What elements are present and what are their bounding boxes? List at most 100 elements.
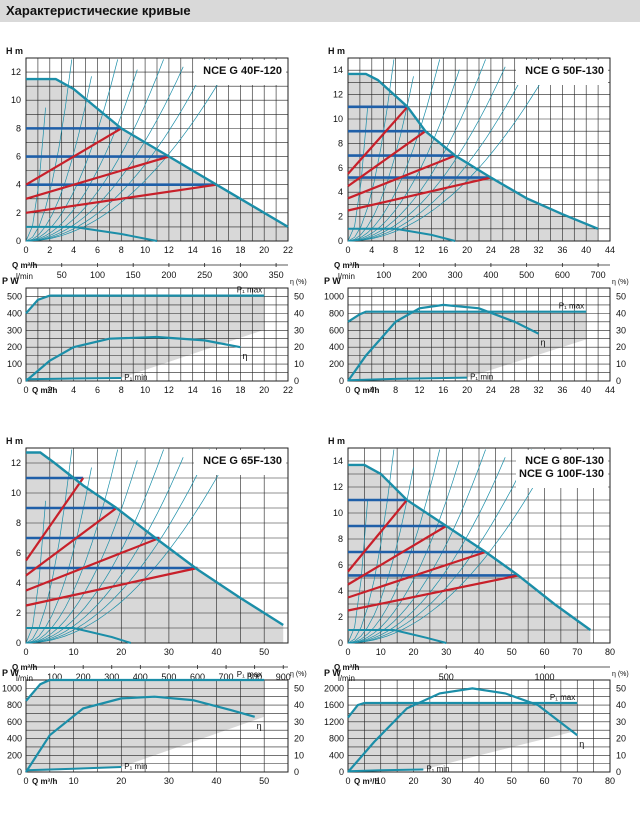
operating-region <box>348 464 591 643</box>
proportional-pressure-line <box>347 574 519 612</box>
proportional-pressure-line <box>347 525 447 586</box>
x-tick-label: 8 <box>119 245 124 255</box>
proportional-pressure-line <box>347 499 408 573</box>
proportional-pressure-line <box>347 106 409 175</box>
p-axis-label: P W <box>2 276 19 286</box>
eta-tick-label: 30 <box>616 717 626 727</box>
system-curve <box>347 59 441 242</box>
eta-tick-label: 40 <box>294 700 304 710</box>
flow-tick-label: 500 <box>519 270 534 280</box>
x-tick-label: 0 <box>345 647 350 657</box>
y-tick-label: 6 <box>16 152 21 162</box>
eta-tick-label: 20 <box>294 734 304 744</box>
x-tick-label: 2 <box>47 245 52 255</box>
p-tick-label: 1600 <box>324 700 344 710</box>
system-curve <box>25 107 46 242</box>
p1-max-curve <box>347 310 587 323</box>
x-tick-label: 18 <box>235 245 245 255</box>
min-speed-curve <box>348 227 456 242</box>
x-tick-label: 2 <box>47 385 52 395</box>
y-tick-label: 14 <box>333 65 343 75</box>
system-curve <box>25 59 73 242</box>
x-tick-label: 4 <box>369 245 374 255</box>
system-curves <box>347 449 552 644</box>
constant-pressure-lines <box>348 498 519 577</box>
y-tick-label: 6 <box>338 163 343 173</box>
min-speed-curve <box>26 225 158 242</box>
p-tick-label: 1000 <box>2 683 22 693</box>
proportional-pressure-line <box>347 130 427 187</box>
head-grid <box>25 447 289 644</box>
x-tick-label: 18 <box>235 385 245 395</box>
eta-tick-label: 50 <box>294 683 304 693</box>
p-axis-label: P W <box>324 276 341 286</box>
p-tick-label: 500 <box>7 291 22 301</box>
p-tick-label: 300 <box>7 325 22 335</box>
p1-max-curve <box>347 701 578 719</box>
eta-tick-label: 30 <box>616 325 626 335</box>
p1-max-label: P₁ max <box>237 670 262 679</box>
flow-tick-label: 500 <box>439 672 454 682</box>
x-axis-label: Q m³/h <box>354 777 379 786</box>
head-panel: NCE G 65F-130 0 2 4 6 8 10 12 H m 0 10 20 30 40 50 Q m³… <box>6 436 291 683</box>
system-curve <box>25 69 138 242</box>
flow-tick-label: 200 <box>412 270 427 280</box>
y-tick-label: 2 <box>16 208 21 218</box>
p-tick-label: 0 <box>17 767 22 777</box>
x-tick-label: 28 <box>510 245 520 255</box>
flow-tick-label: 500 <box>161 672 176 682</box>
p1-max-label: P₁ max <box>550 693 575 702</box>
system-curve <box>25 455 230 644</box>
p-tick-label: 0 <box>339 767 344 777</box>
x-tick-label: 20 <box>462 245 472 255</box>
operating-region <box>348 73 599 241</box>
system-curve <box>347 449 532 644</box>
y-tick-label: 8 <box>338 534 343 544</box>
x-tick-label: 50 <box>507 776 517 786</box>
p-tick-label: 400 <box>7 308 22 318</box>
p-axis-label: P W <box>2 668 19 678</box>
p-tick-label: 2000 <box>324 683 344 693</box>
x-tick-label: 20 <box>462 385 472 395</box>
p-tick-label: 400 <box>7 734 22 744</box>
flow-tick-label: 150 <box>126 270 141 280</box>
p-tick-label: 600 <box>329 325 344 335</box>
p-tick-label: 1200 <box>324 717 344 727</box>
eta-tick-label: 20 <box>294 342 304 352</box>
system-curve <box>347 455 552 644</box>
proportional-pressure-line <box>25 507 118 577</box>
y-axis-label: H m <box>6 436 23 446</box>
x-tick-label: 60 <box>539 647 549 657</box>
proportional-pressure-lines <box>25 477 198 607</box>
system-curve <box>25 59 119 242</box>
x-tick-label: 14 <box>188 385 198 395</box>
y-tick-label: 4 <box>16 578 21 588</box>
p1-max-curve <box>25 294 265 315</box>
x-tick-label: 20 <box>259 385 269 395</box>
section-title: Характеристические кривые <box>6 3 191 18</box>
p1-max-label: P₁ max <box>559 302 584 311</box>
x-tick-label: 44 <box>605 245 615 255</box>
y-axis-label: H m <box>328 436 345 446</box>
p1-min-label: P₁ min <box>470 373 493 382</box>
eta-tick-label: 20 <box>616 342 626 352</box>
system-curve <box>347 64 552 242</box>
p-tick-label: 1000 <box>324 291 344 301</box>
x-tick-label: 4 <box>71 385 76 395</box>
eta-tick-label: 10 <box>616 750 626 760</box>
p1-min-curve <box>347 376 468 382</box>
y-tick-label: 12 <box>11 67 21 77</box>
x-tick-label: 16 <box>212 385 222 395</box>
x-tick-label: 50 <box>507 647 517 657</box>
x-tick-label: 30 <box>164 647 174 657</box>
x-tick-label: 40 <box>212 776 222 786</box>
p1-min-curve <box>25 377 122 381</box>
x-tick-label: 40 <box>581 385 591 395</box>
eta-tick-label: 10 <box>294 359 304 369</box>
x-tick-label: 60 <box>539 776 549 786</box>
x-tick-label: 10 <box>140 245 150 255</box>
system-curve <box>347 457 506 644</box>
